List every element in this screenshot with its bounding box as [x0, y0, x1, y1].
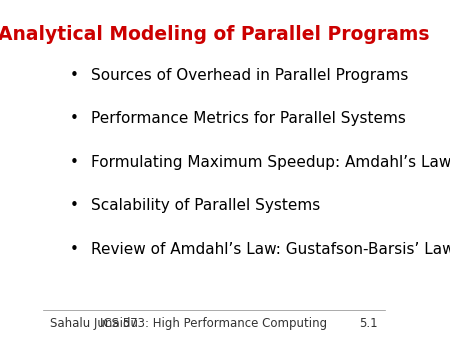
Text: 5.1: 5.1: [360, 317, 378, 330]
Text: Scalability of Parallel Systems: Scalability of Parallel Systems: [90, 198, 320, 213]
Text: ICS 573: High Performance Computing: ICS 573: High Performance Computing: [100, 317, 328, 330]
Text: Sources of Overhead in Parallel Programs: Sources of Overhead in Parallel Programs: [90, 68, 408, 82]
Text: Analytical Modeling of Parallel Programs: Analytical Modeling of Parallel Programs: [0, 25, 430, 44]
Text: Performance Metrics for Parallel Systems: Performance Metrics for Parallel Systems: [90, 111, 405, 126]
Text: Formulating Maximum Speedup: Amdahl’s Law: Formulating Maximum Speedup: Amdahl’s La…: [90, 155, 450, 170]
Text: Sahalu Junaidu: Sahalu Junaidu: [50, 317, 138, 330]
Text: •: •: [70, 68, 79, 82]
Text: •: •: [70, 242, 79, 257]
Text: •: •: [70, 155, 79, 170]
Text: Review of Amdahl’s Law: Gustafson-Barsis’ Law: Review of Amdahl’s Law: Gustafson-Barsis…: [90, 242, 450, 257]
Text: •: •: [70, 111, 79, 126]
Text: •: •: [70, 198, 79, 213]
